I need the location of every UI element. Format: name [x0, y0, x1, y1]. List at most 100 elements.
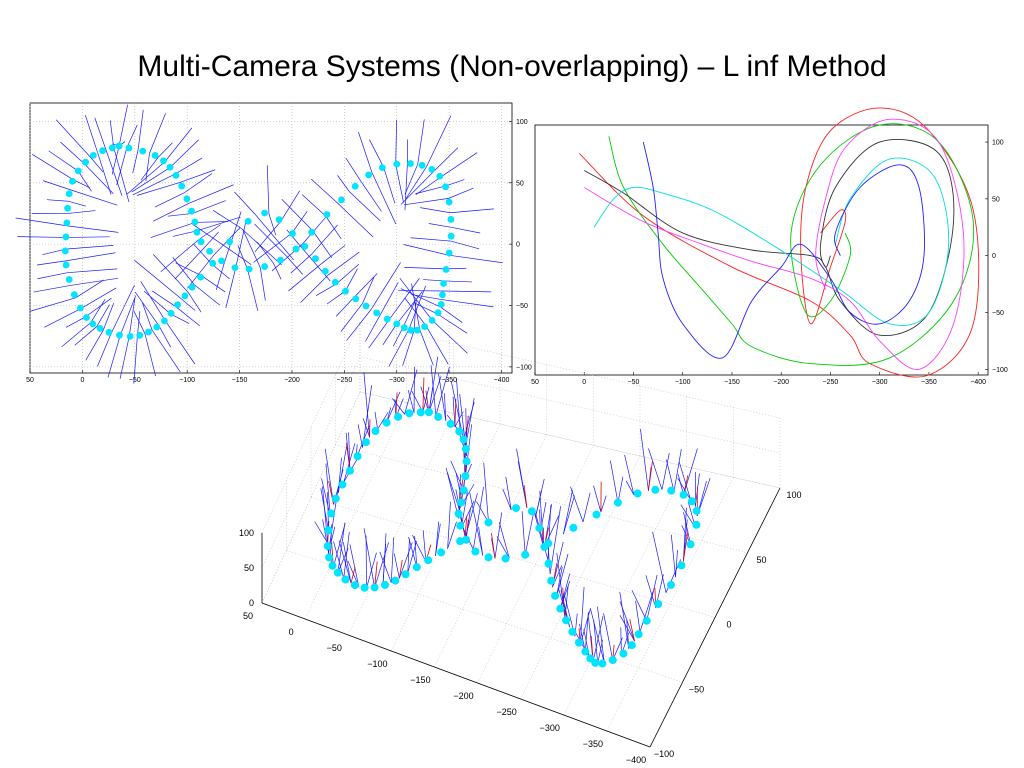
trajectory-point: [455, 510, 463, 518]
z-tick-label: 100: [239, 528, 254, 538]
trajectory-point: [551, 592, 559, 600]
trajectory-point: [471, 548, 479, 556]
trajectory-point: [456, 522, 464, 530]
floor-grid-line: [434, 435, 546, 667]
rig-line: [497, 536, 509, 558]
trajectory-point: [351, 581, 359, 589]
rig-line: [325, 449, 333, 505]
grid-3d: [262, 322, 780, 747]
trajectory-point: [643, 617, 651, 625]
y-tick-label: 100: [786, 490, 801, 500]
trajectory-point: [677, 561, 685, 569]
floor-grid-line: [521, 456, 640, 699]
trajectory-point: [381, 581, 389, 589]
x-tick-label: −100: [367, 659, 387, 669]
x-tick-label: −250: [497, 707, 517, 717]
trajectory-point: [556, 605, 564, 613]
trajectory-point: [628, 641, 636, 649]
rig-line: [405, 370, 417, 415]
trajectory-point: [485, 553, 493, 561]
x-tick-label: −300: [540, 723, 560, 733]
trajectory-point: [528, 507, 536, 515]
trajectory-point: [332, 495, 340, 503]
rig-line: [625, 455, 634, 495]
trajectory-point: [460, 436, 468, 444]
trajectory-point: [634, 490, 642, 498]
x-tick-label: −150: [410, 675, 430, 685]
trajectory-point: [354, 452, 362, 460]
trajectory-point: [463, 457, 471, 465]
trajectory-point: [371, 427, 379, 435]
trajectory-point: [654, 600, 662, 608]
trajectory-point: [341, 575, 349, 583]
rig-axis-red: [491, 533, 495, 558]
rig-line: [350, 544, 359, 586]
trajectory-point: [424, 556, 432, 564]
trajectory-point: [598, 660, 606, 668]
trajectory-point: [667, 581, 675, 589]
trajectory-point: [609, 656, 617, 664]
z-tick-label: 50: [244, 563, 254, 573]
trajectory-point: [447, 420, 455, 428]
trajectory-point: [405, 409, 413, 417]
rig-line: [671, 535, 675, 577]
trajectory-point: [545, 560, 553, 568]
trajectory-point: [457, 498, 465, 506]
trajectory-point: [521, 551, 529, 559]
x-tick-label: 50: [243, 611, 253, 621]
trajectory-point: [460, 486, 468, 494]
trajectory-point: [688, 497, 696, 505]
floor-grid-line: [311, 498, 715, 618]
wall-grid-line: [262, 357, 780, 568]
y-axis-line: [650, 488, 780, 747]
x-tick-label: −50: [327, 643, 342, 653]
camera-rig-lines-3d: [315, 357, 710, 664]
rig-line: [391, 537, 394, 582]
rig-line: [666, 460, 674, 492]
trajectory-point: [362, 438, 370, 446]
rig-line: [394, 554, 399, 579]
rig-line: [499, 522, 509, 558]
trajectory-point: [417, 408, 425, 416]
trajectory-point: [346, 467, 354, 475]
rig-line: [363, 385, 372, 447]
rig-axis-red: [648, 461, 652, 490]
trajectory-point: [568, 628, 576, 636]
trajectory-point: [394, 413, 402, 421]
x-axis-line: [262, 603, 650, 747]
y-tick-label: 50: [756, 555, 766, 565]
trajectory-point: [485, 518, 493, 526]
rig-line: [436, 367, 450, 416]
rig-line: [484, 463, 489, 523]
rig-line: [676, 550, 678, 577]
rig-line: [653, 532, 666, 593]
rig-line: [626, 481, 634, 495]
trajectory-point: [425, 408, 433, 416]
z-tick-label: 0: [249, 598, 254, 608]
rig-line: [601, 496, 606, 512]
trajectory-point: [693, 507, 701, 515]
trajectory-point: [586, 654, 594, 662]
trajectory-point: [455, 427, 463, 435]
y-tick-label: −50: [689, 684, 704, 694]
trajectory-point: [371, 583, 379, 591]
trajectory-point: [593, 511, 601, 519]
trajectory-point: [619, 650, 627, 658]
rig-line: [610, 461, 618, 503]
trajectory-point: [361, 584, 369, 592]
rig-line: [604, 613, 613, 660]
x-tick-label: 0: [289, 627, 294, 637]
trajectory-point: [540, 543, 548, 551]
trajectory-point: [338, 481, 346, 489]
trajectory-point: [413, 563, 421, 571]
rig-line: [518, 461, 527, 507]
floor-grid-line: [287, 550, 683, 682]
rig-line: [456, 379, 460, 433]
trajectory-point: [692, 521, 700, 529]
trajectory-point: [651, 486, 659, 494]
floor-grid-line: [607, 477, 733, 731]
rig-line: [380, 552, 391, 583]
rig-line: [583, 493, 590, 522]
rig-line: [640, 429, 648, 491]
rig-line: [674, 449, 681, 491]
